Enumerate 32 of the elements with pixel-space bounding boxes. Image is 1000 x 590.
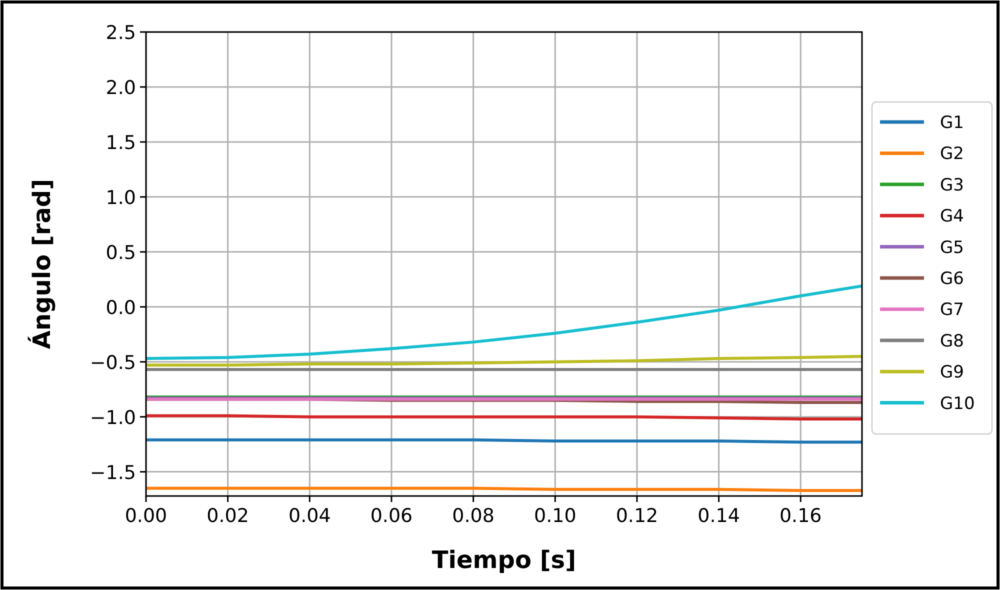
x-tick-label: 0.10 (534, 505, 576, 527)
legend-label: G9 (940, 362, 964, 383)
legend-label: G5 (940, 238, 964, 258)
y-tick-label: 1.0 (106, 186, 136, 209)
y-tick-label: 1.5 (106, 132, 136, 154)
x-tick-label: 0.14 (698, 505, 740, 527)
legend-label: G10 (940, 394, 975, 414)
x-tick-label: 0.12 (616, 505, 658, 527)
line-series (146, 354, 862, 367)
y-tick-label: −1.5 (90, 462, 136, 484)
y-tick-label: −0.5 (90, 352, 136, 374)
y-tick-label: 2.0 (106, 76, 136, 99)
x-tick-label: 0.00 (124, 505, 168, 527)
legend-label: G1 (940, 113, 964, 133)
y-tick-label: 2.5 (106, 22, 136, 44)
x-axis-title: Tiempo [s] (432, 546, 576, 574)
legend-label: G6 (940, 269, 964, 289)
x-tick-label: 0.02 (206, 505, 249, 527)
legend-label: G7 (940, 300, 964, 320)
y-axis-title: Ángulo [rad] (27, 178, 56, 350)
legend-label: G3 (940, 175, 964, 196)
x-tick-label: 0.04 (288, 505, 331, 527)
legend-label: G2 (940, 144, 964, 164)
line-series (146, 284, 862, 360)
y-tick-label: −1.0 (90, 406, 136, 429)
legend-label: G8 (940, 331, 964, 352)
legend-label: G4 (940, 206, 964, 227)
x-tick-label: 0.16 (779, 505, 822, 527)
y-tick-label: 0.0 (106, 296, 136, 319)
x-tick-label: 0.06 (370, 505, 413, 527)
x-tick-label: 0.08 (452, 505, 494, 527)
y-tick-label: 0.5 (106, 242, 136, 264)
